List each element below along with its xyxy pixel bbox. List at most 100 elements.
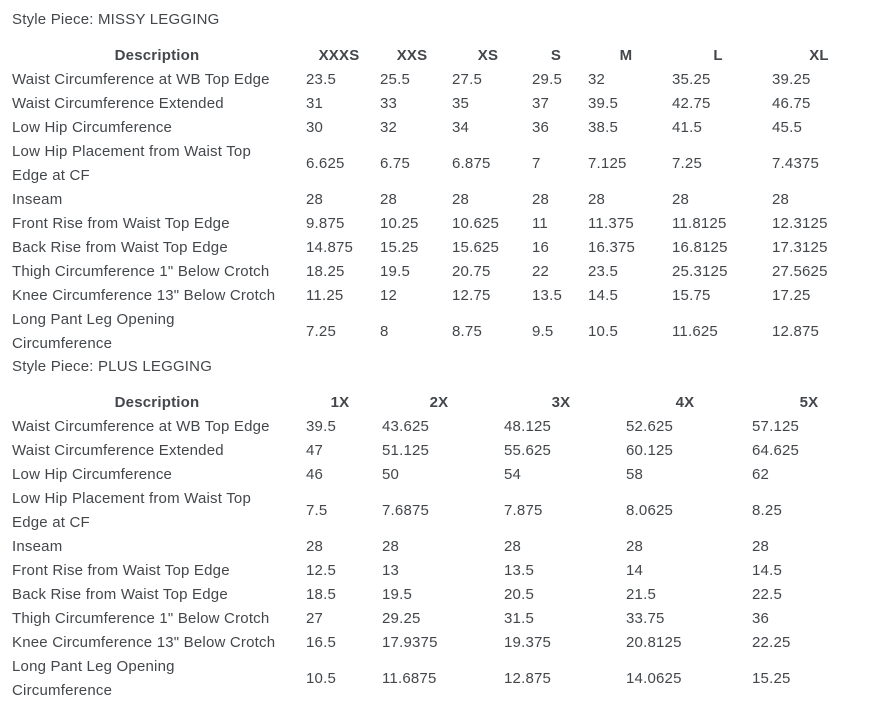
- cell-value: 9.875: [306, 215, 345, 232]
- column-header-description: Description: [114, 394, 200, 411]
- cell-value: 58: [626, 466, 644, 483]
- column-header-4x: 4X: [675, 394, 695, 411]
- cell-value: 31: [306, 95, 324, 112]
- cell-value: 14.875: [306, 239, 354, 256]
- cell-value: 20.8125: [626, 634, 682, 651]
- cell-value: 6.625: [306, 155, 345, 172]
- cell-value: 28: [672, 191, 690, 208]
- cell-value: 7.25: [672, 155, 702, 172]
- cell-value: 13.5: [532, 287, 562, 304]
- column-header-3x: 3X: [551, 394, 571, 411]
- cell-value: 7.4375: [772, 155, 820, 172]
- section-title-missy-legging: Style Piece: MISSY LEGGING: [12, 11, 220, 28]
- row-label: Low Hip Circumference: [12, 466, 173, 483]
- cell-value: 60.125: [626, 442, 674, 459]
- cell-value: 12: [380, 287, 398, 304]
- table-row: Thigh Circumference 1" Below Crotch 27 29.…: [12, 607, 870, 631]
- column-header-xxxs: XXXS: [318, 47, 360, 64]
- table-row: Knee Circumference 13" Below Crotch 16.5 1…: [12, 631, 870, 655]
- cell-value: 10.625: [452, 215, 500, 232]
- cell-value: 32: [380, 119, 398, 136]
- cell-value: 16.5: [306, 634, 336, 651]
- cell-value: 54: [504, 466, 522, 483]
- cell-value: 28: [772, 191, 790, 208]
- cell-value: 7.25: [306, 323, 336, 340]
- cell-value: 11: [532, 215, 548, 232]
- cell-value: 43.625: [382, 418, 430, 435]
- cell-value: 7.875: [504, 502, 543, 519]
- row-label: Front Rise from Waist Top Edge: [12, 215, 230, 232]
- cell-value: 41.5: [672, 119, 702, 136]
- cell-value: 11.625: [672, 323, 718, 340]
- row-label: Waist Circumference at WB Top Edge: [12, 418, 270, 435]
- cell-value: 17.3125: [772, 239, 828, 256]
- missy-table-head: Description XXXS XXS XS S M L XL: [12, 43, 870, 68]
- cell-value: 23.5: [306, 71, 336, 88]
- section-title-plus-legging: Style Piece: PLUS LEGGING: [12, 358, 213, 375]
- missy-legging-size-table: Description XXXS XXS XS S M L XL Waist Circumfe…: [12, 43, 870, 356]
- cell-value: 32: [588, 71, 606, 88]
- cell-value: 10.5: [306, 670, 336, 687]
- row-label: Thigh Circumference 1" Below Crotch: [12, 263, 270, 280]
- row-label: Back Rise from Waist Top Edge: [12, 239, 228, 256]
- table-row: Waist Circumference Extended 47 51.125 55.6…: [12, 439, 870, 463]
- cell-value: 25.3125: [672, 263, 728, 280]
- cell-value: 22.5: [752, 586, 782, 603]
- cell-value: 28: [382, 538, 400, 555]
- cell-value: 7.5: [306, 502, 328, 519]
- cell-value: 22: [532, 263, 550, 280]
- cell-value: 15.25: [752, 670, 791, 687]
- table-row: Waist Circumference at WB Top Edge 39.5 43…: [12, 415, 870, 439]
- row-label: Waist Circumference Extended: [12, 95, 224, 112]
- table-row: Knee Circumference 13" Below Crotch 11.25…: [12, 284, 870, 308]
- row-label: Inseam: [12, 538, 63, 555]
- cell-value: 7: [532, 155, 541, 172]
- cell-value: 14.5: [588, 287, 618, 304]
- cell-value: 29.25: [382, 610, 421, 627]
- cell-value: 14.5: [752, 562, 782, 579]
- cell-value: 8: [380, 323, 389, 340]
- cell-value: 18.5: [306, 586, 336, 603]
- table-row: Front Rise from Waist Top Edge 12.5 13 13.5…: [12, 559, 870, 583]
- row-label: Waist Circumference at WB Top Edge: [12, 71, 270, 88]
- cell-value: 15.75: [672, 287, 711, 304]
- cell-value: 7.125: [588, 155, 627, 172]
- cell-value: 37: [532, 95, 550, 112]
- cell-value: 23.5: [588, 263, 618, 280]
- cell-value: 12.5: [306, 562, 336, 579]
- cell-value: 28: [626, 538, 644, 555]
- row-label: Thigh Circumference 1" Below Crotch: [12, 610, 270, 627]
- cell-value: 46: [306, 466, 324, 483]
- cell-value: 28: [306, 538, 324, 555]
- cell-value: 13: [382, 562, 400, 579]
- cell-value: 16.375: [588, 239, 636, 256]
- cell-value: 33: [380, 95, 398, 112]
- cell-value: 39.25: [772, 71, 811, 88]
- row-label: Front Rise from Waist Top Edge: [12, 562, 230, 579]
- row-label: Low Hip Placement from Waist Top Edge at…: [12, 143, 251, 184]
- cell-value: 12.75: [452, 287, 491, 304]
- cell-value: 14: [626, 562, 644, 579]
- table-row: Long Pant Leg Opening Circumference 10.5 1…: [12, 655, 870, 703]
- cell-value: 64.625: [752, 442, 800, 459]
- cell-value: 19.375: [504, 634, 552, 651]
- table-row: Inseam 28 28 28 28 28: [12, 535, 870, 559]
- cell-value: 42.75: [672, 95, 711, 112]
- table-row: Thigh Circumference 1" Below Crotch 18.25…: [12, 260, 870, 284]
- cell-value: 16: [532, 239, 550, 256]
- cell-value: 11.25: [306, 287, 344, 304]
- table-row: Waist Circumference at WB Top Edge 23.5 25…: [12, 68, 870, 92]
- cell-value: 8.75: [452, 323, 482, 340]
- cell-value: 9.5: [532, 323, 554, 340]
- cell-value: 11.375: [588, 215, 634, 232]
- cell-value: 46.75: [772, 95, 811, 112]
- cell-value: 30: [306, 119, 324, 136]
- cell-value: 47: [306, 442, 324, 459]
- cell-value: 28: [504, 538, 522, 555]
- cell-value: 36: [752, 610, 770, 627]
- column-header-2x: 2X: [429, 394, 449, 411]
- cell-value: 28: [532, 191, 550, 208]
- table-row: Front Rise from Waist Top Edge 9.875 10.25…: [12, 212, 870, 236]
- column-header-1x: 1X: [330, 394, 350, 411]
- cell-value: 10.5: [588, 323, 618, 340]
